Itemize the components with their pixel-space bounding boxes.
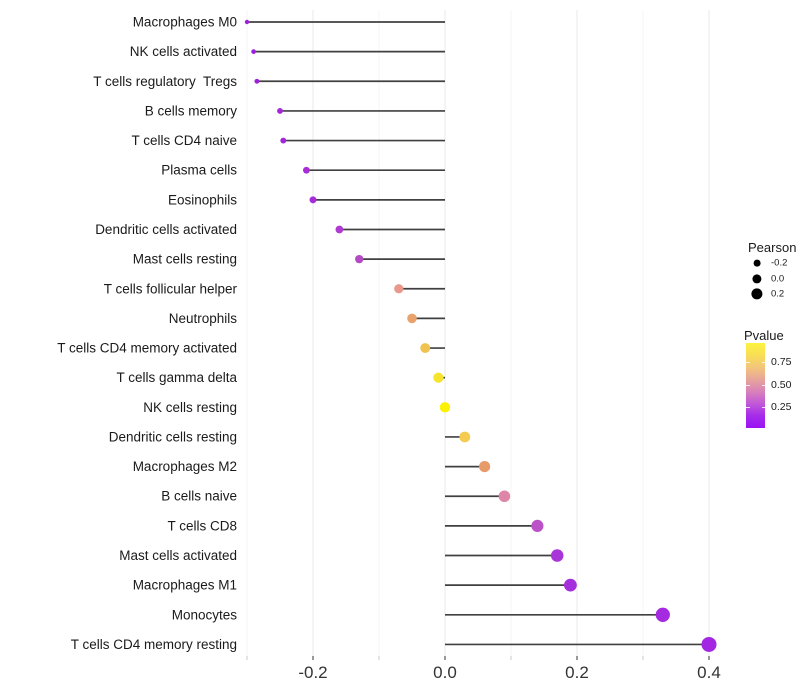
data-point[interactable] <box>564 578 577 592</box>
colorbar-tick-mark <box>746 362 750 363</box>
category-label: NK cells activated <box>130 44 237 59</box>
colorbar-tick-mark <box>746 384 750 386</box>
data-point[interactable] <box>701 636 717 652</box>
data-point[interactable] <box>244 19 250 25</box>
x-tick-label: 0.4 <box>697 663 721 682</box>
category-label: T cells CD8 <box>167 518 237 533</box>
data-point[interactable] <box>303 166 310 174</box>
pvalue-colorbar <box>746 343 765 428</box>
size-legend-entry-label: 0.2 <box>771 288 785 300</box>
category-label: Mast cells resting <box>133 252 237 267</box>
data-point[interactable] <box>355 254 364 264</box>
x-tick-label: 0.2 <box>565 663 589 682</box>
data-point[interactable] <box>479 461 491 473</box>
category-label: NK cells resting <box>143 400 237 415</box>
size-legend-dot <box>751 288 763 300</box>
data-point[interactable] <box>420 343 431 354</box>
category-label: Eosinophils <box>168 192 237 207</box>
data-point[interactable] <box>335 225 344 234</box>
category-label: B cells memory <box>145 103 238 118</box>
data-point[interactable] <box>407 313 417 324</box>
size-legend-dot <box>753 259 761 267</box>
data-point[interactable] <box>309 196 317 204</box>
colorbar-tick-label: 0.25 <box>771 401 792 413</box>
category-label: Dendritic cells activated <box>95 222 237 237</box>
category-label: T cells CD4 memory activated <box>57 341 237 356</box>
data-point[interactable] <box>280 137 287 144</box>
data-point[interactable] <box>655 607 670 622</box>
data-point[interactable] <box>498 490 511 503</box>
category-label: T cells CD4 memory resting <box>71 637 237 652</box>
size-legend-dot <box>752 273 762 284</box>
category-label: Neutrophils <box>169 311 238 326</box>
size-legend-entry-label: 0.0 <box>771 273 785 284</box>
category-label: Monocytes <box>172 607 238 622</box>
colorbar-tick-mark <box>746 407 750 408</box>
data-point[interactable] <box>531 519 544 532</box>
x-tick-label: 0.0 <box>433 663 457 682</box>
x-tick-label: -0.2 <box>298 663 327 682</box>
category-label: T cells gamma delta <box>116 370 237 385</box>
data-point[interactable] <box>251 49 256 55</box>
category-label: Macrophages M0 <box>133 15 237 30</box>
size-legend-title: Pearson <box>748 240 797 255</box>
category-label: T cells CD4 naive <box>131 133 237 148</box>
data-point[interactable] <box>394 284 404 294</box>
category-label: T cells regulatory Tregs <box>93 74 237 89</box>
color-legend-title: Pvalue <box>744 328 784 343</box>
data-point[interactable] <box>439 402 451 413</box>
colorbar-tick-label: 0.75 <box>771 356 792 368</box>
category-label: B cells naive <box>161 489 237 504</box>
data-point[interactable] <box>433 372 444 383</box>
size-legend-entry-label: -0.2 <box>771 257 788 269</box>
category-label: Macrophages M2 <box>133 459 237 474</box>
colorbar-tick-mark <box>761 362 765 363</box>
colorbar-tick-label: 0.50 <box>771 378 792 391</box>
colorbar-tick-mark <box>761 384 765 386</box>
colorbar-tick-mark <box>761 407 765 408</box>
category-label: Plasma cells <box>161 163 237 178</box>
category-label: Dendritic cells resting <box>109 429 237 444</box>
category-label: T cells follicular helper <box>104 281 238 296</box>
category-label: Macrophages M1 <box>133 578 237 593</box>
data-point[interactable] <box>277 108 283 114</box>
category-label: Mast cells activated <box>119 548 237 563</box>
data-point[interactable] <box>254 78 260 84</box>
data-point[interactable] <box>459 431 471 443</box>
data-point[interactable] <box>550 549 564 562</box>
